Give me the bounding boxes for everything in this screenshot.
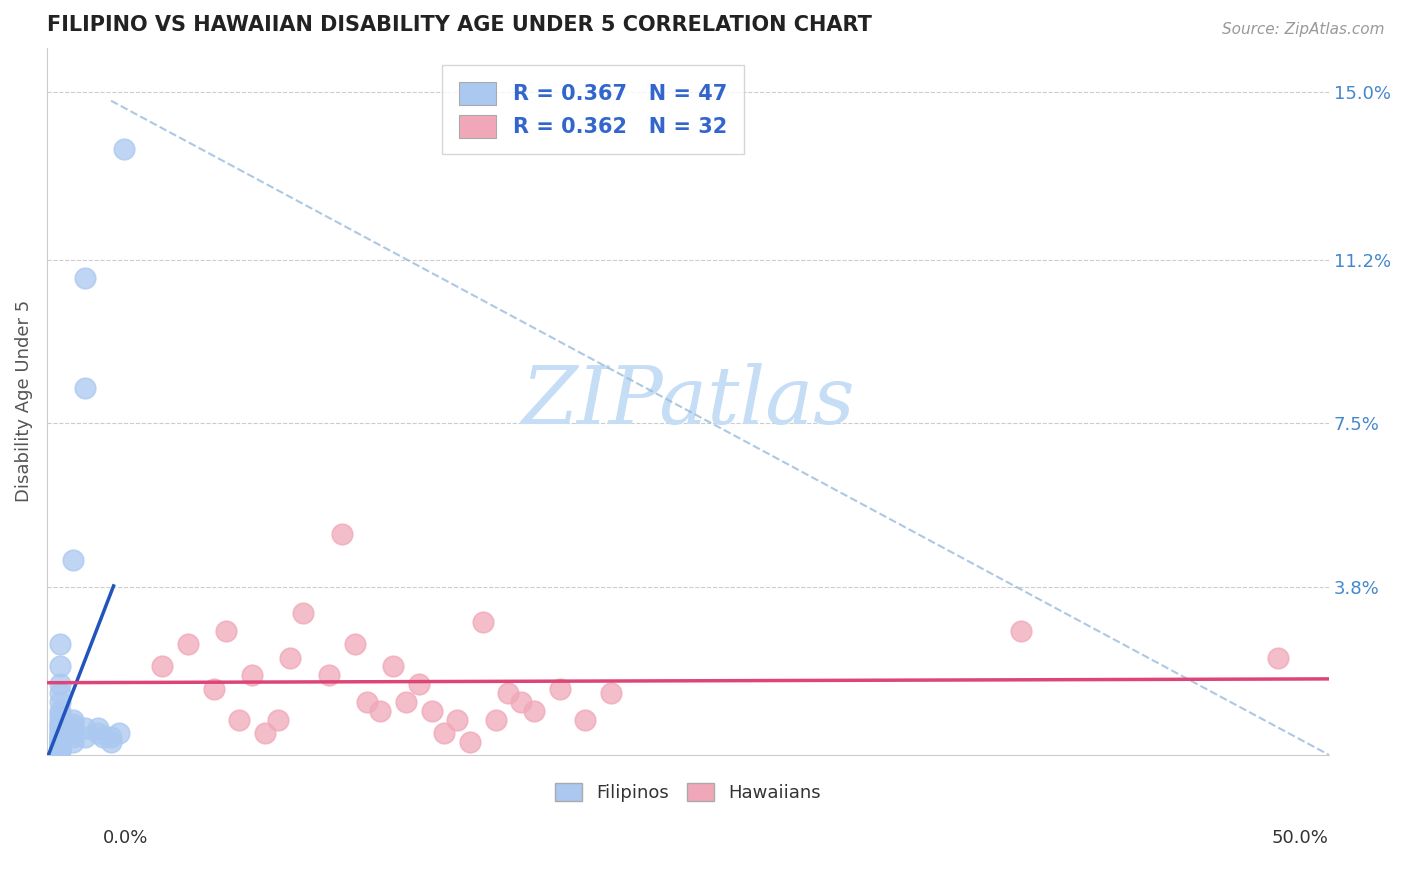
Point [75, 270, 97, 285]
Point [48, 726, 70, 740]
Point [330, 527, 353, 541]
Point [548, 681, 571, 696]
Point [240, 668, 263, 682]
Point [48, 722, 70, 736]
Point [356, 695, 378, 709]
Point [1010, 624, 1032, 639]
Point [48, 717, 70, 731]
Point [48, 743, 70, 757]
Point [343, 637, 366, 651]
Point [48, 677, 70, 691]
Point [62, 717, 84, 731]
Point [48, 713, 70, 727]
Point [75, 381, 97, 395]
Point [280, 650, 302, 665]
Point [48, 659, 70, 673]
Point [395, 695, 418, 709]
Point [100, 730, 122, 744]
Point [420, 704, 443, 718]
Point [48, 708, 70, 723]
Point [150, 659, 173, 673]
Point [48, 726, 70, 740]
Point [48, 734, 70, 748]
Point [48, 637, 70, 651]
Point [62, 553, 84, 567]
Point [48, 739, 70, 753]
Point [202, 681, 225, 696]
Point [62, 713, 84, 727]
Point [215, 624, 238, 639]
Text: ZIPatlas: ZIPatlas [522, 362, 855, 440]
Point [485, 713, 508, 727]
Point [48, 739, 70, 753]
Point [510, 695, 533, 709]
Y-axis label: Disability Age Under 5: Disability Age Under 5 [15, 301, 32, 502]
Point [228, 713, 250, 727]
Point [382, 659, 405, 673]
Point [48, 743, 70, 757]
Point [177, 637, 200, 651]
Point [368, 704, 391, 718]
Point [75, 722, 97, 736]
Legend: Filipinos, Hawaiians: Filipinos, Hawaiians [540, 768, 835, 816]
Point [600, 686, 623, 700]
Point [433, 726, 456, 740]
Point [62, 726, 84, 740]
Point [458, 734, 481, 748]
Point [498, 686, 520, 700]
Point [100, 734, 122, 748]
Point [107, 726, 129, 740]
Point [48, 734, 70, 748]
Point [253, 726, 276, 740]
Point [574, 713, 596, 727]
Point [318, 668, 340, 682]
Point [266, 713, 288, 727]
Point [48, 730, 70, 744]
Point [48, 743, 70, 757]
Point [523, 704, 546, 718]
Point [87, 722, 110, 736]
Point [91, 730, 114, 744]
Point [48, 704, 70, 718]
Text: 50.0%: 50.0% [1272, 829, 1329, 847]
Point [48, 743, 70, 757]
Point [62, 734, 84, 748]
Point [87, 726, 110, 740]
Point [408, 677, 430, 691]
Point [48, 717, 70, 731]
Point [48, 730, 70, 744]
Text: 0.0%: 0.0% [103, 829, 148, 847]
Point [48, 695, 70, 709]
Point [62, 722, 84, 736]
Point [48, 734, 70, 748]
Point [292, 607, 315, 621]
Point [48, 739, 70, 753]
Point [471, 615, 494, 630]
Point [62, 730, 84, 744]
Point [446, 713, 468, 727]
Point [48, 722, 70, 736]
Point [1267, 650, 1289, 665]
Text: Source: ZipAtlas.com: Source: ZipAtlas.com [1222, 22, 1385, 37]
Text: FILIPINO VS HAWAIIAN DISABILITY AGE UNDER 5 CORRELATION CHART: FILIPINO VS HAWAIIAN DISABILITY AGE UNDE… [46, 15, 872, 35]
Point [48, 743, 70, 757]
Point [48, 686, 70, 700]
Point [75, 730, 97, 744]
Point [48, 730, 70, 744]
Point [112, 142, 135, 156]
Point [48, 734, 70, 748]
